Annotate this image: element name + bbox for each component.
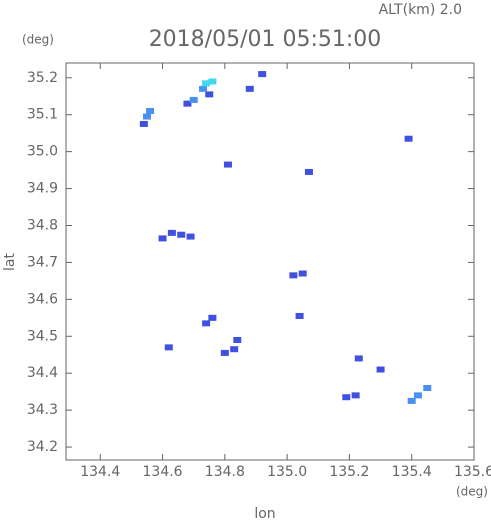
echo-point [202, 320, 211, 327]
chart-title: 2018/05/01 05:51:00 [149, 27, 382, 52]
echo-point [413, 392, 422, 399]
x-tick-label: 134.8 [205, 464, 245, 480]
echo-point [205, 91, 214, 98]
echo-point [208, 314, 217, 321]
echo-point [230, 346, 239, 353]
y-tick-label: 34.4 [27, 365, 58, 381]
y-tick-label: 35.0 [27, 144, 58, 160]
echo-point [220, 349, 229, 356]
y-tick-label: 35.1 [27, 107, 58, 123]
x-axis-label: lon [254, 506, 275, 521]
echo-point [289, 272, 298, 279]
y-tick-label: 34.9 [27, 181, 58, 197]
y-tick-label: 34.5 [27, 328, 58, 344]
echo-point [423, 384, 432, 391]
y-tick-label: 34.2 [27, 439, 58, 455]
echo-point [142, 113, 151, 120]
x-tick-label: 134.6 [143, 464, 183, 480]
echo-point [233, 336, 242, 343]
echo-point [376, 366, 385, 373]
echo-point [208, 78, 217, 85]
echo-point [199, 85, 208, 92]
echo-point [304, 168, 313, 175]
echo-point [158, 235, 167, 242]
echo-point [258, 71, 267, 78]
echo-point [298, 270, 307, 277]
plot-frame [65, 62, 475, 461]
x-tick-label: 135.4 [392, 464, 432, 480]
echo-point [189, 96, 198, 103]
x-tick-label: 134.4 [80, 464, 120, 480]
echo-point [146, 108, 155, 115]
echo-point [354, 355, 363, 362]
echo-point [167, 229, 176, 236]
echo-point [351, 392, 360, 399]
x-tick-label: 135.2 [329, 464, 369, 480]
y-tick-label: 34.6 [27, 291, 58, 307]
echo-point [223, 161, 232, 168]
echo-point [177, 231, 186, 238]
y-tick-label: 35.2 [27, 70, 58, 86]
x-unit: (deg) [456, 485, 488, 499]
y-axis-label: lat [2, 253, 18, 271]
echo-point [186, 233, 195, 240]
echo-point [245, 85, 254, 92]
echo-point [404, 135, 413, 142]
echo-point [295, 312, 304, 319]
echo-point [342, 394, 351, 401]
y-tick-label: 34.7 [27, 254, 58, 270]
echo-point [407, 397, 416, 404]
echo-point [139, 120, 148, 127]
y-unit: (deg) [22, 33, 54, 47]
echo-point [183, 100, 192, 107]
chart-subtitle: ALT(km) 2.0 [379, 2, 462, 18]
x-tick-label: 135.6 [454, 464, 491, 480]
echo-point [164, 344, 173, 351]
x-tick-label: 135.0 [267, 464, 307, 480]
y-tick-label: 34.3 [27, 402, 58, 418]
echo-point [202, 80, 211, 87]
y-tick-label: 34.8 [27, 217, 58, 233]
